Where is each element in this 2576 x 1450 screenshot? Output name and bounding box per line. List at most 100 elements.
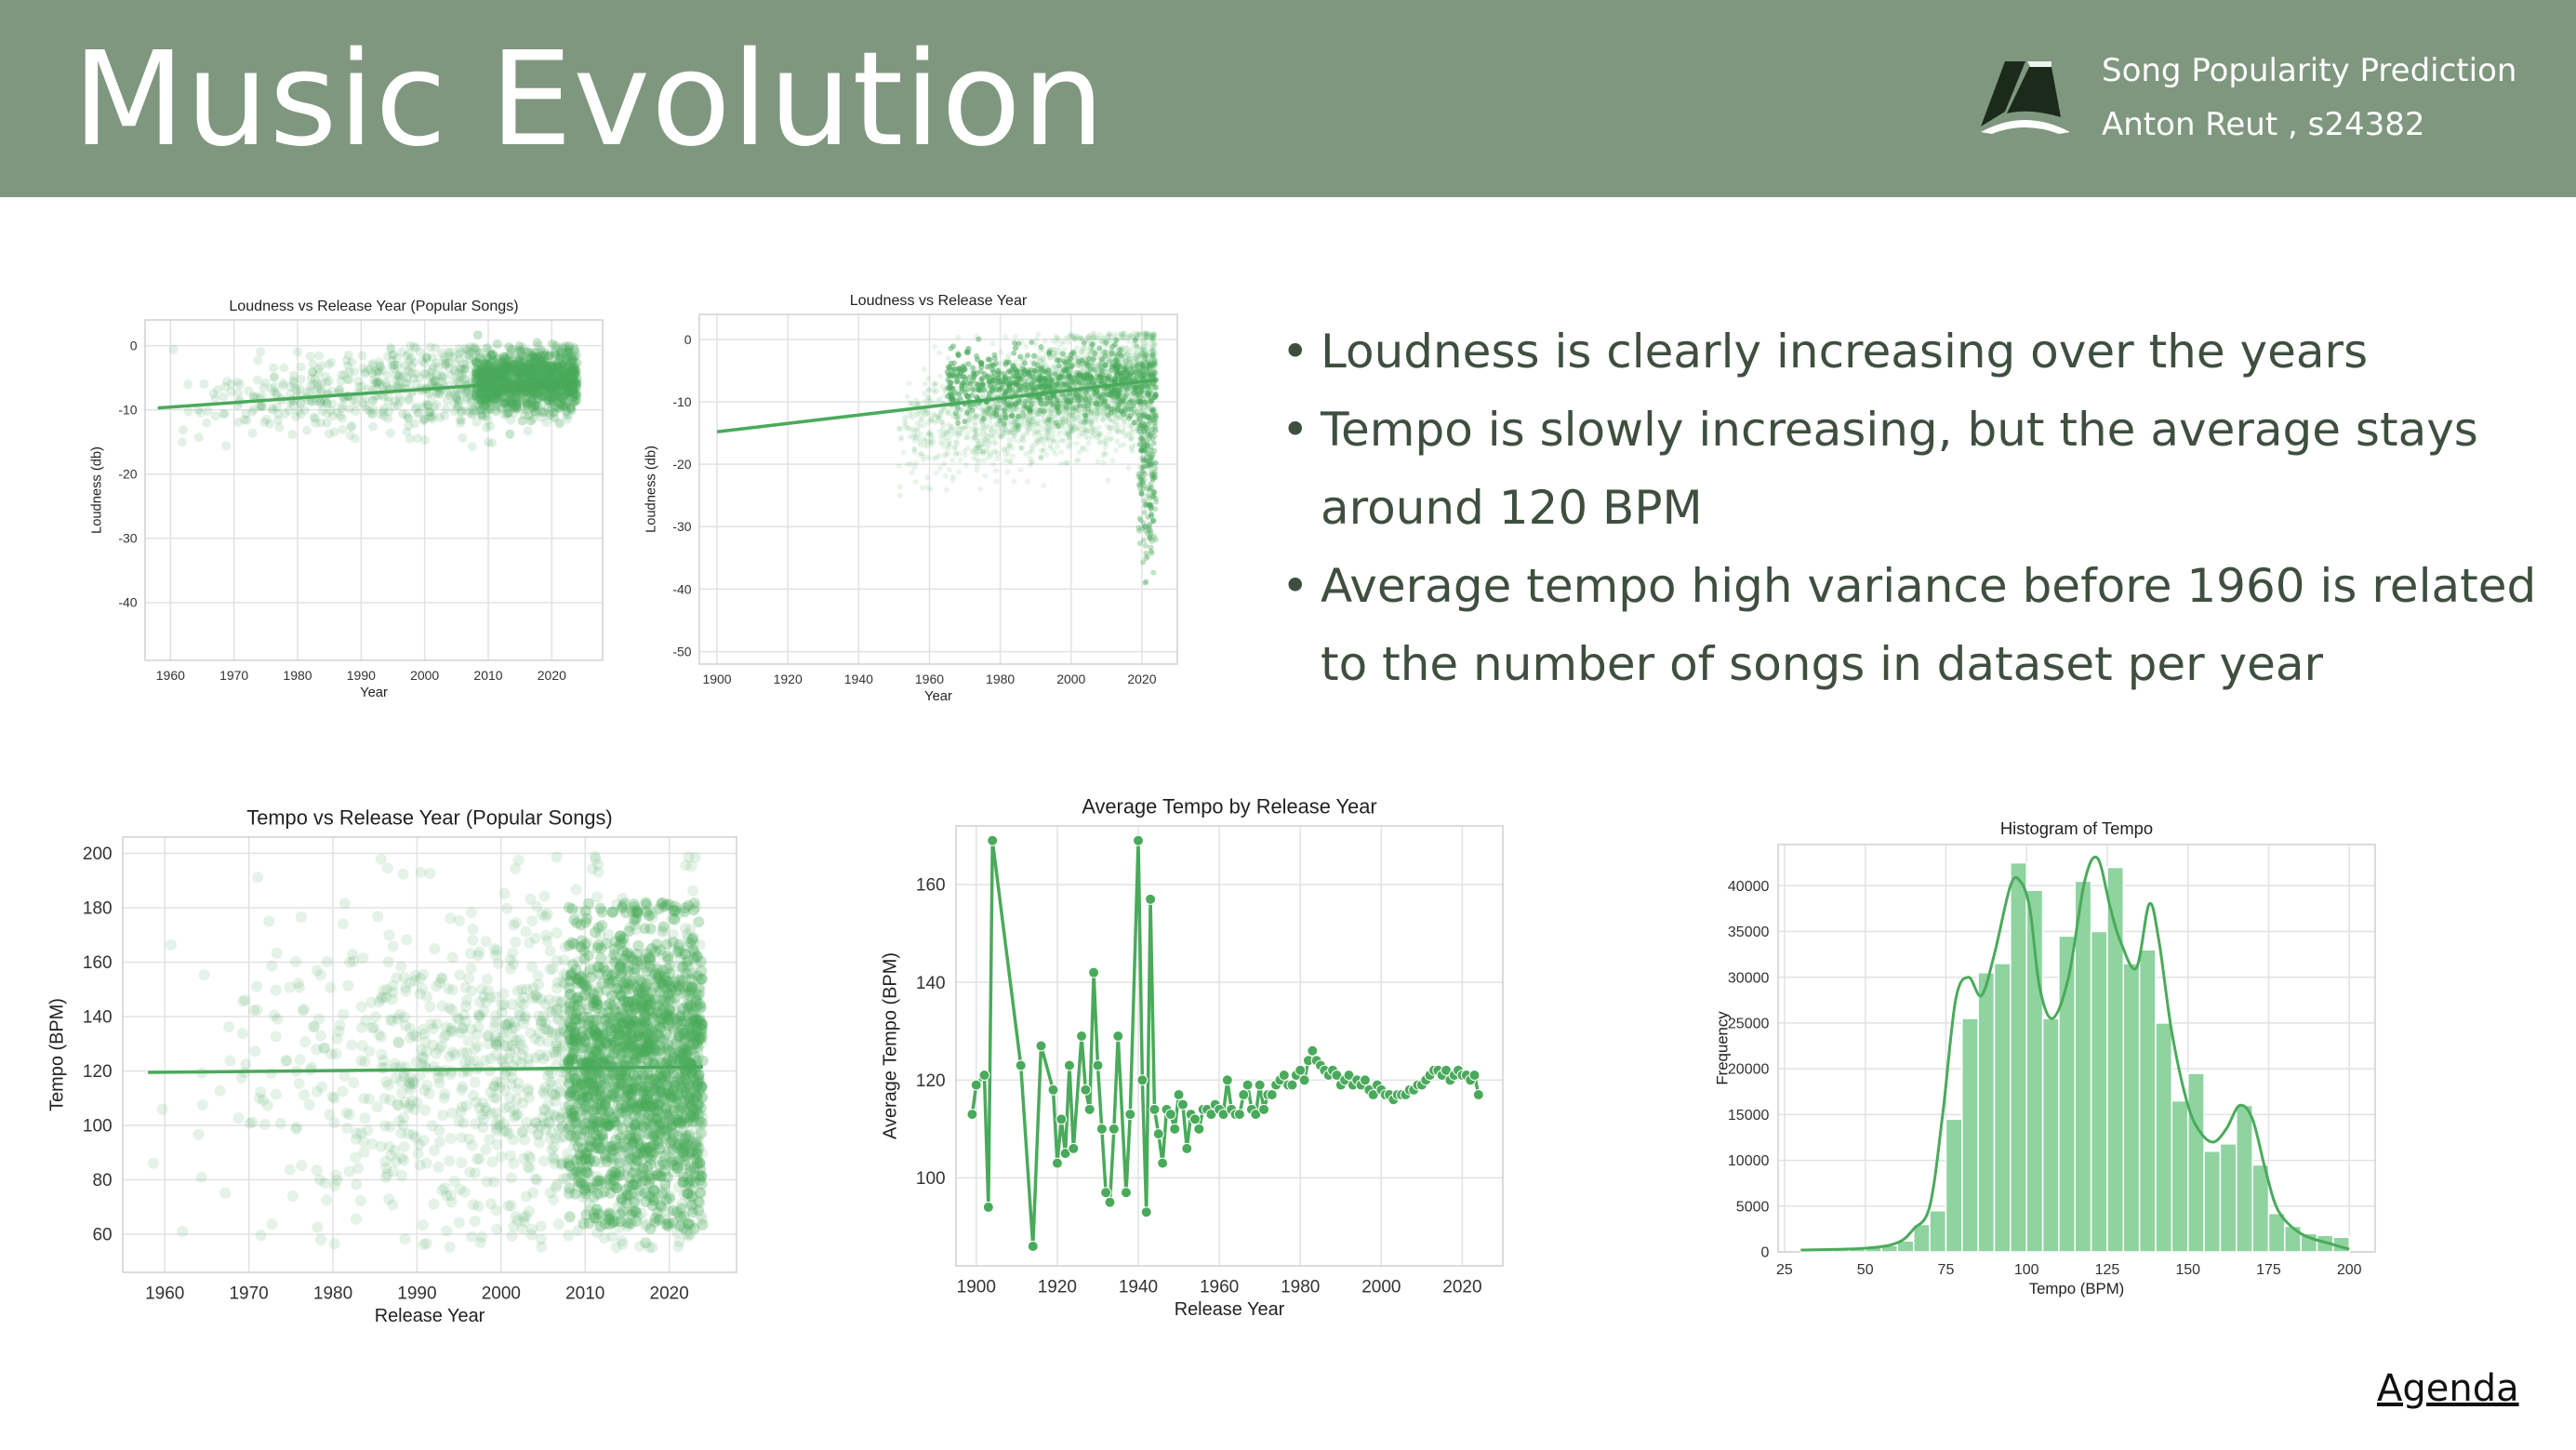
scatter-point: [936, 428, 943, 434]
scatter-point: [1069, 411, 1076, 418]
scatter-point: [481, 394, 491, 405]
scatter-point: [438, 373, 448, 383]
scatter-point: [1149, 372, 1156, 379]
scatter-point: [1108, 424, 1114, 431]
scatter-point: [551, 350, 561, 360]
scatter-point: [383, 396, 393, 406]
scatter-point: [1027, 416, 1033, 422]
x-tick-label: 2000: [410, 668, 439, 683]
scatter-point: [571, 366, 581, 377]
scatter-point: [538, 346, 549, 356]
scatter-point: [411, 379, 421, 390]
scatter-point: [433, 389, 444, 399]
scatter-point: [545, 369, 555, 379]
scatter-point: [498, 385, 509, 395]
scatter-point: [1086, 398, 1093, 405]
scatter-point: [471, 365, 482, 375]
scatter-point: [547, 381, 557, 392]
scatter-point: [1098, 408, 1105, 415]
scatter-point: [1082, 412, 1088, 419]
scatter-point: [898, 434, 905, 441]
scatter-point: [1126, 356, 1133, 363]
scatter-point: [476, 369, 486, 379]
scatter-point: [503, 356, 513, 366]
scatter-point: [544, 383, 554, 393]
scatter-point: [1134, 343, 1140, 350]
scatter-point: [460, 374, 471, 384]
scatter-point: [1152, 392, 1159, 398]
scatter-point: [415, 373, 425, 383]
scatter-point: [1076, 403, 1082, 409]
scatter-point: [487, 366, 498, 377]
scatter-point: [327, 399, 338, 409]
scatter-point: [1142, 353, 1149, 359]
scatter-point: [423, 400, 433, 410]
scatter-point: [912, 434, 919, 441]
scatter-point: [512, 373, 523, 383]
scatter-point: [542, 366, 552, 377]
scatter-point: [536, 366, 546, 376]
scatter-point: [1010, 453, 1016, 459]
scatter-point: [923, 443, 930, 449]
scatter-point: [405, 395, 415, 406]
scatter-point: [1100, 407, 1107, 414]
scatter-point: [284, 406, 294, 416]
scatter-point: [478, 355, 488, 366]
scatter-point: [974, 370, 980, 377]
scatter-point: [470, 343, 480, 353]
scatter-point: [1093, 414, 1099, 420]
scatter-point: [1126, 392, 1133, 399]
scatter-point: [1099, 416, 1106, 422]
scatter-point: [482, 374, 492, 384]
scatter-point: [269, 372, 279, 382]
scatter-point: [1021, 438, 1028, 445]
scatter-point: [520, 388, 530, 398]
scatter-point: [937, 407, 944, 414]
scatter-point: [507, 359, 517, 369]
scatter-point: [404, 349, 414, 359]
scatter-point: [526, 396, 537, 406]
scatter-point: [183, 406, 193, 417]
scatter-point: [567, 353, 578, 363]
scatter-point: [538, 366, 549, 376]
scatter-point: [1121, 415, 1127, 421]
scatter-point: [427, 378, 437, 388]
scatter-point: [270, 372, 280, 382]
scatter-point: [962, 452, 968, 459]
scatter-point: [534, 366, 544, 377]
scatter-point: [343, 361, 353, 371]
scatter-point: [533, 387, 543, 397]
scatter-point: [498, 383, 508, 393]
y-tick-label: -20: [672, 457, 691, 472]
scatter-point: [425, 407, 435, 418]
scatter-point: [1113, 447, 1120, 454]
scatter-point: [1050, 427, 1056, 433]
scatter-point: [571, 369, 581, 379]
scatter-point: [1150, 348, 1157, 354]
chart-loudness-popular: 1960 1970 1980 1990 2000 2010 2020 0 -10 -20 -30 -4…: [80, 290, 619, 731]
scatter-point: [1140, 330, 1147, 337]
scatter-point: [368, 375, 378, 385]
scatter-point: [1111, 341, 1118, 348]
scatter-point: [949, 426, 955, 432]
scatter-point: [506, 415, 516, 425]
scatter-point: [1044, 435, 1051, 442]
scatter-point: [940, 443, 947, 449]
scatter-point: [529, 400, 539, 410]
scatter-point: [212, 384, 222, 394]
scatter-point: [483, 388, 493, 398]
scatter-point: [1149, 348, 1156, 354]
scatter-point: [548, 371, 558, 381]
scatter-point: [500, 365, 511, 375]
scatter-point: [520, 403, 530, 413]
scatter-point: [989, 362, 995, 368]
scatter-point: [564, 345, 575, 355]
scatter-point: [522, 401, 532, 411]
scatter-point: [552, 381, 563, 392]
scatter-point: [193, 432, 204, 443]
scatter-point: [538, 363, 548, 373]
scatter-point: [546, 361, 556, 371]
scatter-point: [391, 376, 401, 386]
scatter-point: [904, 424, 910, 431]
scatter-point: [533, 382, 543, 392]
